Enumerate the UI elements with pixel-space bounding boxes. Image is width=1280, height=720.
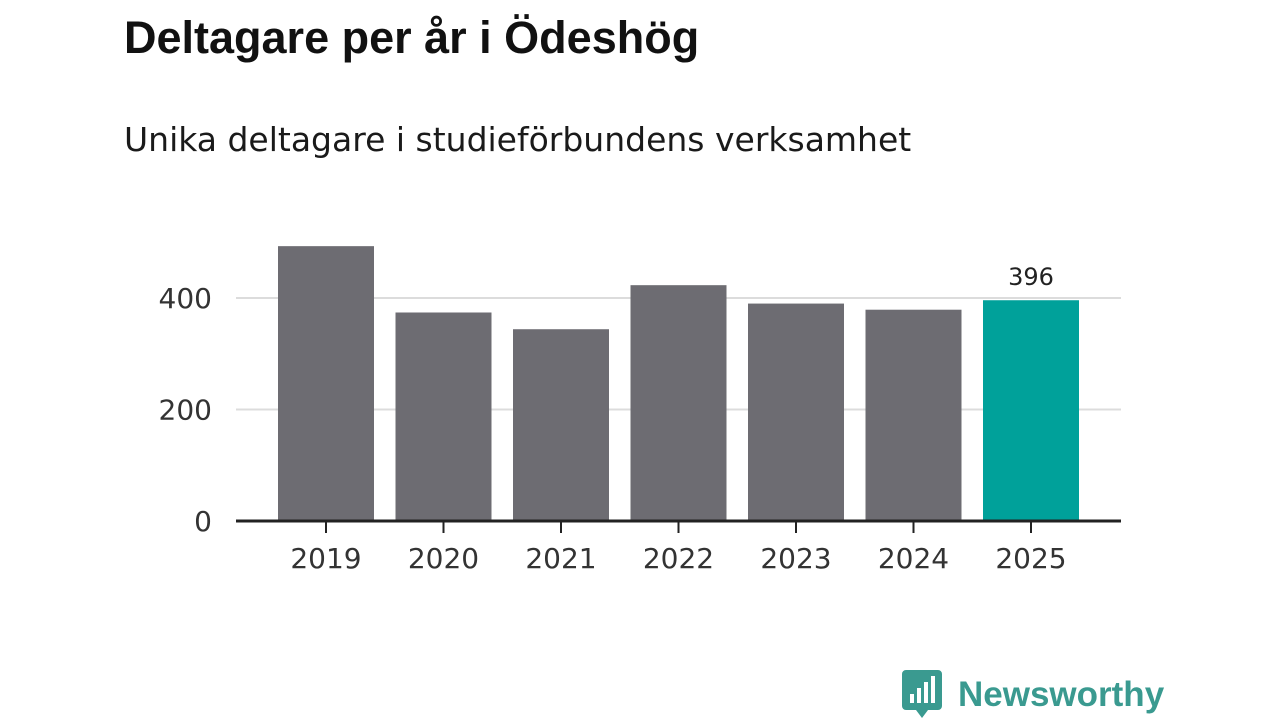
labels: 0 200 400 2019 2020 2021 2022 2023 2024 2025 396 (159, 263, 1067, 575)
y-tick-label: 400 (159, 282, 212, 315)
x-tick-label: 2020 (408, 542, 479, 575)
bar-2025 (983, 300, 1079, 521)
bar-2022 (630, 285, 727, 521)
x-tick-label: 2023 (760, 542, 831, 575)
newsworthy-logo: Newsworthy (902, 670, 1164, 720)
data-label: 396 (1008, 263, 1054, 291)
bar-2020 (395, 312, 492, 521)
x-tick-label: 2019 (290, 542, 361, 575)
x-tick-label: 2022 (643, 542, 714, 575)
bar-2024 (865, 309, 962, 521)
bar-2019 (278, 246, 374, 521)
y-tick-label: 200 (159, 394, 212, 427)
axes (236, 519, 1121, 533)
x-tick-label: 2025 (995, 542, 1066, 575)
x-tick-label: 2024 (878, 542, 949, 575)
bar-2023 (748, 303, 844, 521)
chart-title: Deltagare per år i Ödeshög (124, 12, 700, 63)
bars (278, 246, 1079, 521)
y-tick-label: 0 (194, 505, 212, 538)
bar-2021 (513, 329, 609, 521)
x-tick-label: 2021 (525, 542, 596, 575)
chart-subtitle: Unika deltagare i studieförbundens verks… (124, 120, 912, 159)
bar-chart-speech-bubble-icon (902, 670, 942, 718)
brand-name: Newsworthy (958, 675, 1165, 714)
